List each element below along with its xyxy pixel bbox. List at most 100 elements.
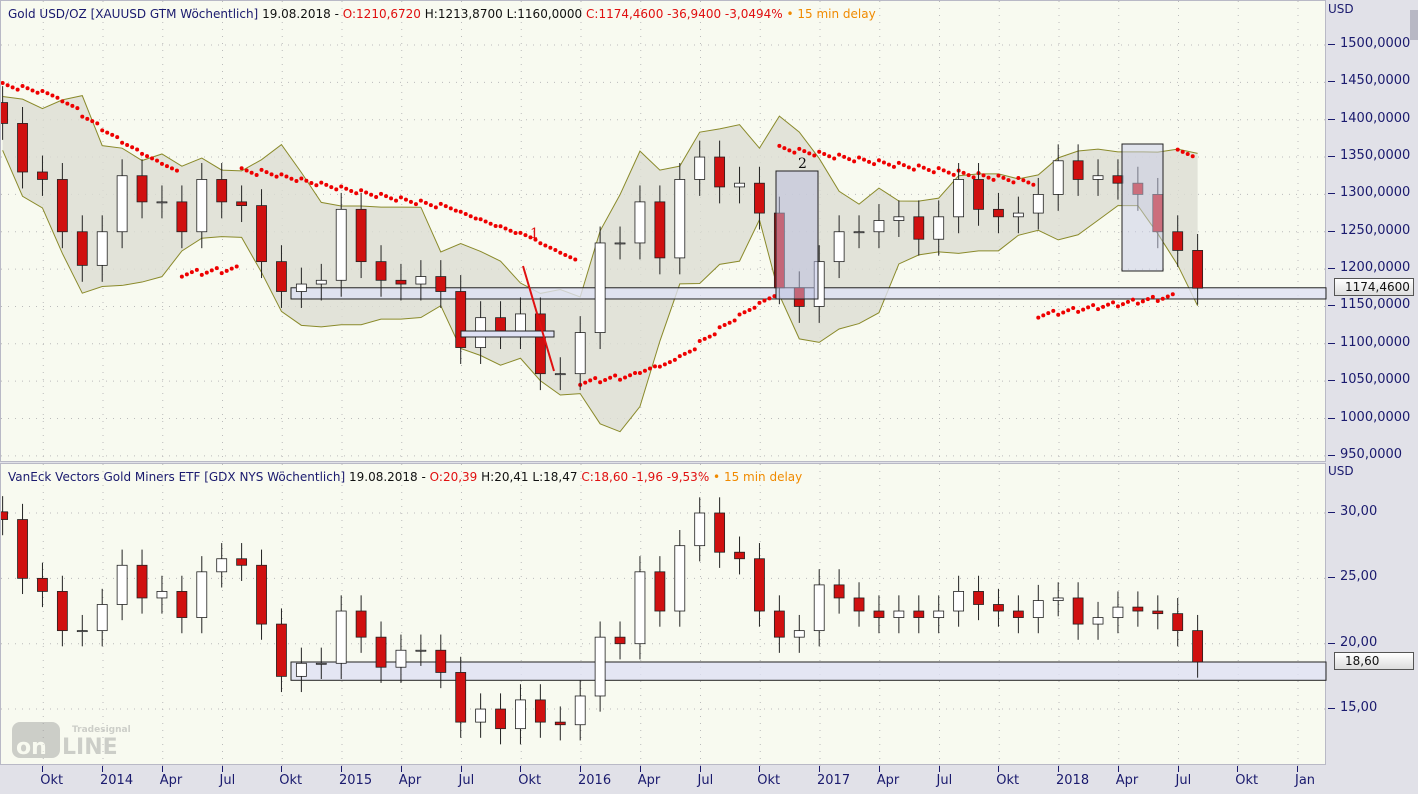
gold-open: O:1210,6720 [342, 7, 421, 21]
candle-body [455, 291, 467, 348]
parabolic-sar-dot [787, 148, 792, 153]
candle-body [913, 216, 925, 240]
tradesignal-online-logo: Tradesignal on LINE [12, 718, 142, 761]
parabolic-sar-dot [931, 170, 936, 175]
parabolic-sar-dot [1170, 292, 1175, 297]
parabolic-sar-dot [20, 84, 25, 89]
parabolic-sar-dot [130, 145, 135, 150]
time-tick [819, 766, 820, 772]
parabolic-sar-dot [1111, 300, 1116, 305]
candle-body [1012, 212, 1024, 218]
candle-body [614, 242, 626, 245]
parabolic-sar-dot [1135, 301, 1140, 306]
parabolic-sar-dot [60, 99, 65, 104]
parabolic-sar-dot [90, 119, 95, 124]
parabolic-sar-dot [837, 152, 842, 157]
price-tick [1328, 305, 1335, 307]
time-tick [580, 766, 581, 772]
price-tick-label: 25,00 [1340, 569, 1378, 585]
scrollbar[interactable] [1410, 10, 1418, 40]
gdx-currency-label: USD [1328, 464, 1354, 478]
candle-body [973, 179, 984, 210]
time-tick [1237, 766, 1239, 772]
candle-body [853, 597, 865, 612]
parabolic-sar-dot [413, 202, 418, 207]
candle-body [76, 630, 88, 633]
candle-body [614, 636, 626, 645]
candle-body [1072, 597, 1084, 625]
parabolic-sar-dot [209, 268, 214, 273]
candle-body [1032, 600, 1044, 618]
parabolic-sar-dot [1006, 178, 1011, 183]
candle-body [515, 699, 526, 730]
parabolic-sar-dot [1145, 297, 1150, 302]
parabolic-sar-dot [304, 178, 309, 183]
parabolic-sar-dot [264, 170, 269, 175]
candle-body [574, 695, 586, 726]
parabolic-sar-dot [184, 272, 189, 277]
parabolic-sar-dot [249, 170, 254, 175]
gold-date: 19.08.2018 - [262, 7, 339, 21]
candle-body [1132, 606, 1144, 612]
candle-body [1112, 175, 1124, 184]
parabolic-sar-dot [458, 209, 463, 214]
parabolic-sar-dot [374, 195, 379, 200]
parabolic-sar-dot [876, 158, 881, 163]
gdx-chart-pane[interactable]: VanEck Vectors Gold Miners ETF [GDX NYS … [0, 463, 1327, 766]
parabolic-sar-dot [110, 132, 115, 137]
candle-body [654, 201, 666, 259]
price-tick [1328, 417, 1335, 419]
candle-body [1092, 175, 1104, 180]
candle-body [156, 591, 168, 599]
time-tick-label: Apr [876, 773, 900, 788]
parabolic-sar-dot [847, 157, 852, 162]
parabolic-sar-dot [35, 90, 40, 95]
parabolic-sar-dot [772, 294, 777, 299]
parabolic-sar-dot [618, 377, 623, 382]
parabolic-sar-dot [194, 267, 199, 272]
time-tick-label: 2014 [100, 773, 134, 788]
gdx-price-axis[interactable]: USD 18,60 15,00 20,00 25,00 30,00 [1326, 463, 1418, 765]
parabolic-sar-dot [613, 373, 618, 378]
candle-body [375, 261, 387, 281]
candle-body [893, 610, 905, 618]
parabolic-sar-dot [1046, 311, 1051, 316]
parabolic-sar-dot [1140, 299, 1145, 304]
time-tick [699, 766, 701, 772]
candle-body [1192, 250, 1204, 289]
candle-body [933, 610, 945, 618]
time-tick [281, 766, 283, 772]
time-tick-label: Jul [936, 773, 953, 788]
parabolic-sar-dot [1071, 306, 1076, 311]
candle-body [37, 577, 48, 592]
gdx-close: C:18,60 -1,96 -9,53% [581, 470, 710, 484]
parabolic-sar-dot [1056, 312, 1061, 317]
time-tick [520, 766, 522, 772]
parabolic-sar-dot [15, 87, 20, 92]
candle-body [375, 636, 387, 668]
parabolic-sar-dot [339, 184, 344, 189]
parabolic-sar-dot [159, 161, 164, 166]
time-tick-label: Okt [996, 773, 1020, 788]
parabolic-sar-dot [418, 198, 423, 203]
parabolic-sar-dot [538, 241, 543, 246]
candle-body [674, 545, 686, 612]
candle-body [295, 662, 307, 677]
parabolic-sar-dot [583, 380, 588, 385]
gold-price-axis[interactable]: USD 1174,4600 950,0000 1000,0000 1050,0000… [1326, 0, 1418, 462]
candle-body [136, 175, 148, 203]
parabolic-sar-dot [50, 93, 55, 98]
time-tick [341, 766, 342, 772]
time-tick [938, 766, 940, 772]
candle-body [654, 571, 666, 612]
price-tick-label: 20,00 [1340, 634, 1378, 650]
parabolic-sar-dot [1125, 299, 1130, 304]
gdx-chart-canvas [1, 464, 1327, 766]
candle-body [355, 610, 367, 638]
price-tick-label: 1350,0000 [1340, 148, 1411, 164]
parabolic-sar-dot [1185, 152, 1190, 157]
candle-body [933, 216, 945, 240]
parabolic-sar-dot [30, 88, 35, 93]
parabolic-sar-dot [85, 116, 90, 121]
